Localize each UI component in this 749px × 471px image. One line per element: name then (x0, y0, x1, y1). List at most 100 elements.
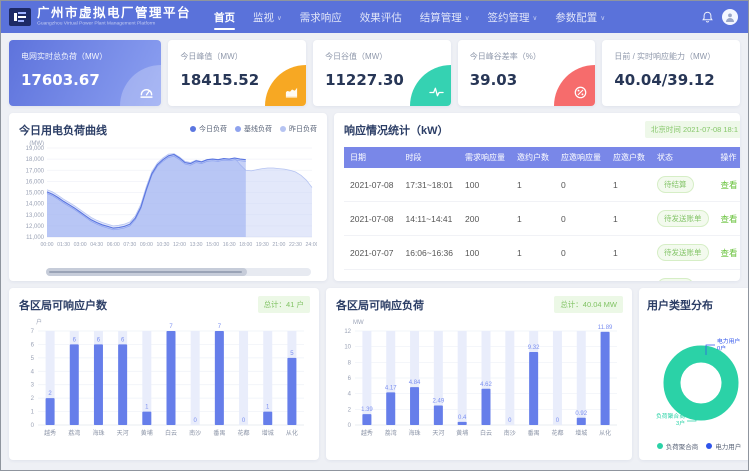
svg-text:0: 0 (348, 423, 352, 429)
kpi-label: 今日谷值（MW） (325, 52, 388, 61)
legend-item[interactable]: 昨日负荷 (280, 124, 317, 134)
view-link[interactable]: 查看 (720, 213, 738, 224)
nav-item-1[interactable]: 监视 ∨ (244, 1, 291, 33)
table-cell: 200 (459, 201, 511, 236)
legend-item[interactable]: 基线负荷 (235, 124, 272, 134)
app-title: 广州市虚拟电厂管理平台 (37, 5, 192, 20)
user-avatar[interactable] (722, 9, 738, 25)
kpi-card-realtime-total-load: 电网实时总负荷（MW） 17603.67 (9, 40, 162, 106)
kpi-card-peak-valley-rate: 今日峰谷差率（%） 39.03 (457, 40, 596, 106)
svg-text:11,000: 11,000 (26, 235, 45, 241)
table-cell: 1 (511, 269, 555, 281)
datazoom-slider[interactable] (46, 268, 311, 276)
svg-text:17,000: 17,000 (26, 168, 45, 174)
svg-text:从化: 从化 (286, 429, 298, 437)
svg-text:增城: 增城 (575, 429, 587, 437)
beijing-time-badge: 北京时间 2021-07-08 18:1 (644, 121, 740, 138)
table-column-header: 操作 (714, 147, 740, 168)
chevron-down-icon: ∨ (277, 14, 282, 22)
svg-text:2.49: 2.49 (433, 398, 445, 404)
svg-text:花都: 花都 (551, 429, 563, 437)
table-cell: 0 (555, 235, 607, 270)
svg-text:10: 10 (344, 345, 351, 351)
svg-text:越秀: 越秀 (361, 429, 373, 437)
svg-text:15:00: 15:00 (206, 242, 219, 248)
svg-text:4.62: 4.62 (480, 382, 492, 388)
svg-text:2: 2 (348, 407, 352, 413)
nav-item-0[interactable]: 首页 (205, 1, 244, 33)
svg-text:从化: 从化 (599, 429, 611, 437)
chevron-down-icon: ∨ (464, 14, 470, 22)
table-cell: 100 (459, 168, 511, 202)
legend-dot-icon (280, 126, 286, 132)
view-link[interactable]: 查看 (720, 179, 738, 190)
svg-text:荔湾: 荔湾 (68, 429, 80, 437)
table-row: 2021-07-08 14:11~14:41 200 1 0 1 待发送账单 查看 (344, 201, 740, 236)
svg-text:14,000: 14,000 (26, 202, 45, 208)
svg-text:荔湾: 荔湾 (385, 429, 397, 437)
nav-item-2[interactable]: 需求响应 (291, 1, 351, 33)
svg-text:越秀: 越秀 (44, 429, 56, 437)
svg-text:12,000: 12,000 (26, 224, 45, 230)
legend-item[interactable]: 今日负荷 (190, 124, 227, 134)
user-type-legend: 负荷聚合商 电力用户 (647, 441, 748, 451)
table-row: 2021-07-07 16:06~16:36 100 1 0 1 待发送账单 查看 (344, 235, 740, 270)
svg-text:16:30: 16:30 (223, 242, 236, 248)
nav-item-label: 需求响应 (299, 11, 342, 24)
svg-text:5: 5 (290, 351, 294, 357)
load-curve-legend: 今日负荷 基线负荷 昨日负荷 (190, 124, 317, 134)
status-badge: 待结算 (657, 278, 694, 281)
svg-text:21:00: 21:00 (272, 242, 285, 248)
svg-text:海珠: 海珠 (92, 429, 104, 437)
svg-text:南沙: 南沙 (504, 429, 516, 437)
table-cell: 1 (511, 168, 555, 202)
legend-dot-icon (190, 126, 196, 132)
nav-item-label: 结算管理 (419, 11, 462, 24)
svg-text:3户: 3户 (676, 419, 685, 427)
svg-text:6: 6 (73, 337, 77, 343)
app-logo-icon (9, 8, 31, 26)
svg-text:户: 户 (36, 318, 42, 326)
district-users-bar-chart: 01234567户2越秀6荔湾6海珠6天河1黄埔7白云0南沙7番禺0花都1增城5… (31, 318, 304, 437)
svg-text:11.89: 11.89 (598, 325, 613, 331)
middle-row: 今日用电负荷曲线 今日负荷 基线负荷 昨日负荷 11,000 12,000 13,000… (9, 113, 740, 281)
svg-text:南沙: 南沙 (189, 429, 201, 437)
svg-text:16,000: 16,000 (26, 179, 45, 185)
table-cell: 0 (555, 168, 607, 202)
nav-item-4[interactable]: 结算管理 ∨ (411, 1, 479, 33)
district-load-card: 各区局可响应负荷 总计：40.04 MW 0 2 4 6 8 10 12 MW 1.39 越秀 4.… (326, 288, 632, 460)
svg-text:7: 7 (169, 324, 173, 330)
table-cell: 0 (555, 201, 607, 236)
chevron-down-icon: ∨ (532, 14, 538, 22)
kpi-card-response-capability: 日前 / 实时响应能力（MW） 40.04/39.12 (602, 40, 740, 106)
table-column-header: 状态 (651, 147, 715, 168)
nav-item-5[interactable]: 签约管理 ∨ (479, 1, 547, 33)
nav-item-6[interactable]: 参数配置 ∨ (546, 1, 614, 33)
legend-dot-icon (235, 126, 241, 132)
nav-item-3[interactable]: 效果评估 (351, 1, 411, 33)
notification-bell-icon[interactable] (702, 11, 713, 23)
area-chart-icon (265, 65, 307, 106)
status-badge: 待发送账单 (657, 210, 709, 227)
legend-item[interactable]: 负荷聚合商 (656, 441, 698, 451)
svg-text:7: 7 (218, 324, 222, 330)
kpi-row: 电网实时总负荷（MW） 17603.67 今日峰值（MW） 18415.52 今… (9, 40, 740, 106)
datazoom-track-line (49, 271, 243, 273)
svg-text:6: 6 (121, 337, 125, 343)
svg-text:03:00: 03:00 (74, 242, 87, 248)
legend-item[interactable]: 电力用户 (706, 441, 741, 451)
svg-text:海珠: 海珠 (409, 429, 421, 437)
view-link[interactable]: 查看 (720, 247, 738, 258)
table-row: 2021-07-0115:29~15:59200101待结算查看 (344, 269, 740, 281)
svg-text:MW: MW (353, 320, 364, 326)
kpi-value: 40.04/39.12 (614, 71, 715, 89)
district-load-total-badge: 总计：40.04 MW (554, 296, 623, 313)
kpi-value: 11227.30 (325, 71, 404, 89)
table-cell: 1 (511, 235, 555, 270)
nav-item-label: 效果评估 (359, 11, 402, 24)
svg-text:10:30: 10:30 (156, 242, 169, 248)
table-cell: 1 (607, 269, 651, 281)
svg-text:19:30: 19:30 (256, 242, 269, 248)
